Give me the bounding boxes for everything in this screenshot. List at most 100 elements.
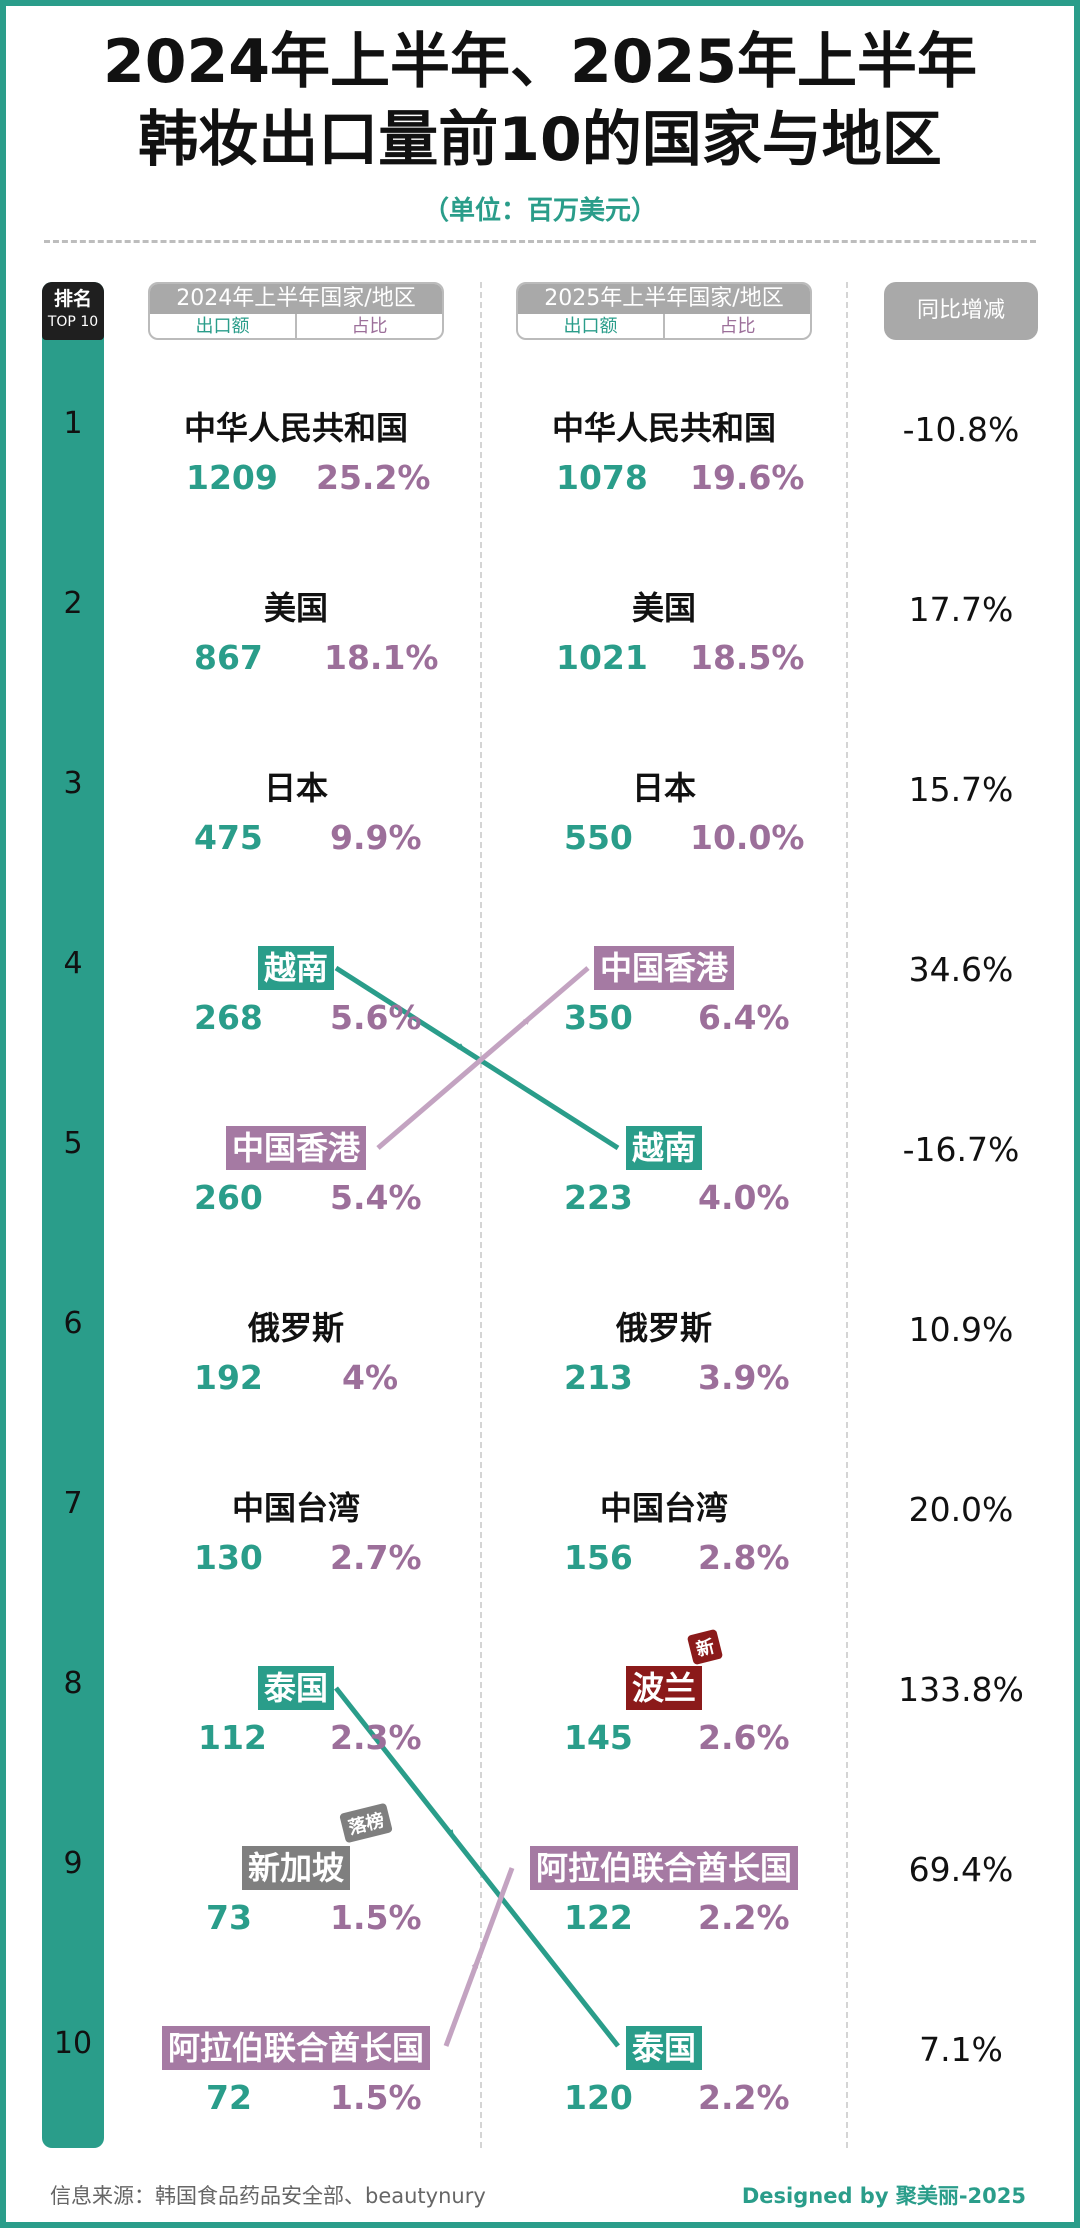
country-2024-label: 美国 <box>263 589 328 627</box>
country-2024-label: 中华人民共和国 <box>183 409 408 447</box>
export-2024: 268 <box>194 998 263 1037</box>
change-value: 20.0% <box>908 1490 1014 1529</box>
header-2025-title: 2025年上半年国家/地区 <box>518 284 810 314</box>
change-value: 7.1% <box>919 2030 1003 2069</box>
share-2024: 5.4% <box>330 1178 422 1217</box>
change-value: 17.7% <box>908 590 1014 629</box>
hongkong-connector <box>376 966 590 1150</box>
vietnam-connector <box>334 965 620 1151</box>
header-change: 同比增减 <box>884 282 1038 340</box>
country-2024: 泰国 <box>146 1666 446 1710</box>
export-2025: 122 <box>564 1898 633 1937</box>
share-2025: 6.4% <box>698 998 790 1037</box>
country-2025: 中国台湾 <box>514 1486 814 1530</box>
country-2025-label: 中国香港 <box>593 946 734 990</box>
rank-number: 3 <box>63 766 83 801</box>
country-2024-label: 中国台湾 <box>231 1489 360 1527</box>
change-value: -10.8% <box>902 410 1020 449</box>
export-2024: 130 <box>194 1538 263 1577</box>
country-2025: 中华人民共和国 <box>514 406 814 450</box>
export-2024: 1209 <box>186 458 278 497</box>
export-2025: 350 <box>564 998 633 1037</box>
rank-number: 5 <box>63 1126 83 1161</box>
export-2024: 260 <box>194 1178 263 1217</box>
country-2024: 美国 <box>146 586 446 630</box>
country-2024-label: 越南 <box>257 946 334 990</box>
change-value: 69.4% <box>908 1850 1014 1889</box>
unit-label: （单位：百万美元） <box>422 196 657 226</box>
export-2024: 72 <box>206 2078 252 2117</box>
share-2024: 1.5% <box>330 2078 422 2117</box>
thailand-connector <box>334 1686 620 2048</box>
country-2025: 波兰 <box>514 1666 814 1710</box>
country-2025: 俄罗斯 <box>514 1306 814 1350</box>
change-value: -16.7% <box>902 1130 1020 1169</box>
share-2024: 2.3% <box>330 1718 422 1757</box>
country-2025-label: 俄罗斯 <box>615 1309 712 1347</box>
country-2024: 中华人民共和国 <box>146 406 446 450</box>
share-2024: 18.1% <box>324 638 439 677</box>
export-2025: 223 <box>564 1178 633 1217</box>
share-2024: 25.2% <box>316 458 431 497</box>
share-2025: 2.6% <box>698 1718 790 1757</box>
country-2025: 越南 <box>514 1126 814 1170</box>
country-2025-label: 阿拉伯联合酋长国 <box>529 1846 798 1890</box>
country-2025: 泰国 <box>514 2026 814 2070</box>
header-2024-share: 占比 <box>351 316 388 337</box>
country-2024-label: 中国香港 <box>225 1126 366 1170</box>
country-2024-label: 泰国 <box>257 1666 334 1710</box>
country-2024-label: 日本 <box>263 769 328 807</box>
share-2025: 10.0% <box>690 818 805 857</box>
country-2025: 中国香港 <box>514 946 814 990</box>
export-2024: 867 <box>194 638 263 677</box>
export-2025: 1021 <box>556 638 648 677</box>
share-2025: 19.6% <box>690 458 805 497</box>
change-value: 34.6% <box>908 950 1014 989</box>
column-divider-1 <box>480 282 482 2148</box>
rank-number: 9 <box>63 1846 83 1881</box>
credit-note: Designed by 聚美丽-2025 <box>741 2184 1026 2208</box>
rank-bar <box>42 282 104 2148</box>
change-value: 133.8% <box>898 1670 1024 1709</box>
share-2025: 2.8% <box>698 1538 790 1577</box>
share-2025: 2.2% <box>698 1898 790 1937</box>
country-2025-label: 中华人民共和国 <box>551 409 776 447</box>
country-2025: 阿拉伯联合酋长国 <box>514 1846 814 1890</box>
header-2025-share: 占比 <box>719 316 756 337</box>
share-2024: 5.6% <box>330 998 422 1037</box>
country-2025-label: 中国台湾 <box>599 1489 728 1527</box>
rank-header: 排名 TOP 10 <box>42 282 104 340</box>
rank-header-label: 排名 <box>53 288 92 310</box>
rank-number: 4 <box>63 946 83 981</box>
country-2025-label: 日本 <box>631 769 696 807</box>
export-2024: 73 <box>206 1898 252 1937</box>
share-2024: 1.5% <box>330 1898 422 1937</box>
header-2024-export: 出口额 <box>150 314 297 338</box>
country-2025-label: 波兰 <box>625 1666 702 1710</box>
column-divider-2 <box>846 282 848 2148</box>
export-2025: 156 <box>564 1538 633 1577</box>
rank-number: 8 <box>63 1666 83 1701</box>
rank-number: 10 <box>53 2026 93 2061</box>
export-2024: 112 <box>198 1718 267 1757</box>
title-line-1: 2024年上半年、2025年上半年 <box>103 27 977 97</box>
country-2024-label: 阿拉伯联合酋长国 <box>161 2026 430 2070</box>
rank-number: 7 <box>63 1486 83 1521</box>
country-2024: 越南 <box>146 946 446 990</box>
header-2025-export: 出口额 <box>518 314 665 338</box>
export-2025: 213 <box>564 1358 633 1397</box>
export-2024: 192 <box>194 1358 263 1397</box>
country-2024: 阿拉伯联合酋长国 <box>146 2026 446 2070</box>
rank-number: 6 <box>63 1306 83 1341</box>
title-line-2: 韩妆出口量前10的国家与地区 <box>138 105 942 175</box>
export-2025: 1078 <box>556 458 648 497</box>
rank-header-top10: TOP 10 <box>47 314 99 330</box>
export-2025: 145 <box>564 1718 633 1757</box>
country-2025-label: 泰国 <box>625 2026 702 2070</box>
country-2024: 中国台湾 <box>146 1486 446 1530</box>
country-2024: 日本 <box>146 766 446 810</box>
export-2025: 120 <box>564 2078 633 2117</box>
country-2024: 中国香港 <box>146 1126 446 1170</box>
